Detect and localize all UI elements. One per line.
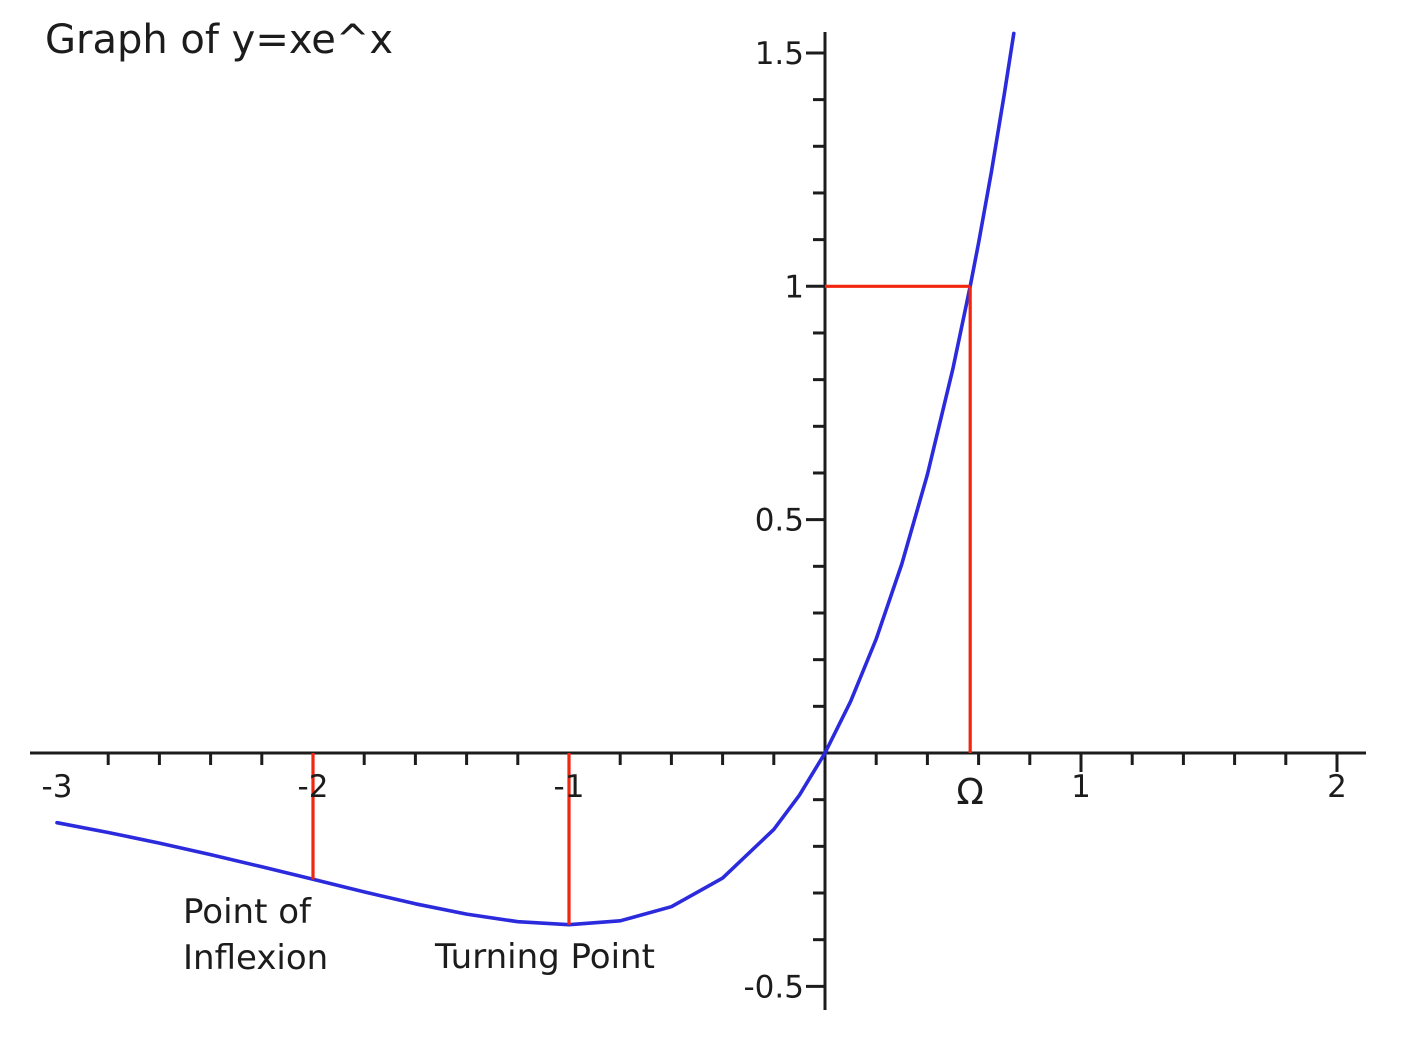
annotation-turning: Turning Point <box>434 937 655 977</box>
annotations-group: Point of Inflexion Turning Point <box>183 892 655 978</box>
annotation-inflexion: Inflexion <box>183 938 328 978</box>
curve-group <box>55 31 1016 927</box>
y-tick-label: -0.5 <box>744 969 805 1005</box>
y-tick-label: 1.5 <box>755 36 804 72</box>
y-tick-label: 1 <box>784 269 804 305</box>
x-tick-label: -2 <box>298 769 329 805</box>
y-tick-label: 0.5 <box>755 503 804 539</box>
x-tick-label: -1 <box>554 769 585 805</box>
tick-labels-group: -3 -2 -1 Ω 1 2 1.5 1 0.5 -0.5 <box>42 36 1347 1005</box>
x-tick-label: 2 <box>1327 769 1347 805</box>
x-tick-label: 1 <box>1071 769 1091 805</box>
omega-tick-label: Ω <box>956 772 984 813</box>
axes <box>30 32 1366 1010</box>
annotation-inflexion: Point of <box>183 892 312 932</box>
x-tick-label: -3 <box>42 769 73 805</box>
marker-lines-group <box>311 284 972 925</box>
chart-title: Graph of y=xe^x <box>45 17 394 63</box>
function-curve <box>55 31 1016 927</box>
